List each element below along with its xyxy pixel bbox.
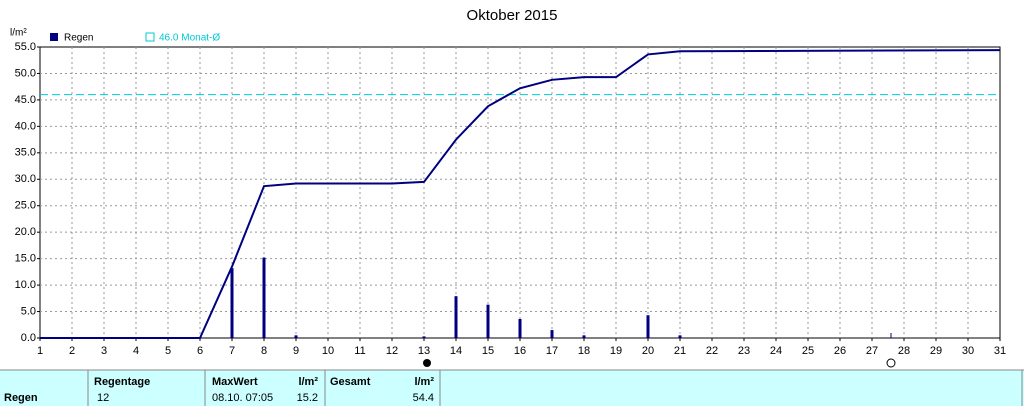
bar <box>294 335 298 338</box>
table-background <box>0 370 1024 406</box>
bar <box>422 336 426 338</box>
table-header: l/m² <box>298 376 318 388</box>
x-tick-label: 14 <box>450 345 462 357</box>
table-cell: 54.4 <box>413 392 434 404</box>
bar <box>646 315 650 338</box>
x-tick-label: 19 <box>610 345 622 357</box>
x-tick-label: 16 <box>514 345 526 357</box>
y-tick-label: 25.0 <box>15 200 36 212</box>
x-tick-label: 2 <box>69 345 75 357</box>
summary-table: Regen Regentage MaxWert l/m² Gesamt l/m²… <box>0 369 1024 406</box>
x-tick-label: 29 <box>930 345 942 357</box>
y-axis-label: l/m² <box>10 28 27 39</box>
y-tick-label: 50.0 <box>15 67 36 79</box>
x-tick-label: 15 <box>482 345 494 357</box>
bar <box>550 330 554 338</box>
x-tick-label: 13 <box>418 345 430 357</box>
x-tick-label: 31 <box>994 345 1006 357</box>
x-tick-label: 1 <box>37 345 43 357</box>
legend-label: Regen <box>64 33 93 44</box>
y-tick-label: 5.0 <box>21 305 36 317</box>
y-tick-label: 45.0 <box>15 94 36 106</box>
x-tick-label: 11 <box>354 345 365 357</box>
y-tick-label: 40.0 <box>15 120 36 132</box>
y-tick-label: 20.0 <box>15 226 36 238</box>
y-tick-label: 10.0 <box>15 279 36 291</box>
bar <box>230 268 234 338</box>
x-tick-label: 6 <box>197 345 203 357</box>
y-tick-label: 35.0 <box>15 147 36 159</box>
cumulative-line <box>40 49 1001 339</box>
y-tick-label: 15.0 <box>15 253 36 265</box>
table-cell: 08.10. 07:05 <box>212 392 273 404</box>
table-cell: 15.2 <box>297 392 318 404</box>
x-tick-label: 8 <box>261 345 267 357</box>
x-tick-label: 22 <box>706 345 718 357</box>
x-tick-label: 5 <box>165 345 171 357</box>
full-moon-icon <box>886 358 896 368</box>
chart-title: Oktober 2015 <box>467 7 558 24</box>
table-header: MaxWert <box>212 376 258 388</box>
bar <box>518 318 522 338</box>
x-tick-label: 3 <box>101 345 107 357</box>
x-tick-label: 28 <box>898 345 910 357</box>
x-tick-label: 4 <box>133 345 139 357</box>
bar <box>678 335 682 338</box>
x-tick-label: 17 <box>546 345 558 357</box>
table-header: Regentage <box>94 376 150 388</box>
table-cell: 12 <box>97 392 109 404</box>
row-label: Regen <box>4 392 38 404</box>
bar <box>582 335 586 338</box>
x-tick-label: 26 <box>834 345 846 357</box>
x-tick-label: 24 <box>770 345 782 357</box>
y-tick-label: 0.0 <box>21 332 36 344</box>
x-tick-label: 10 <box>322 345 334 357</box>
table-header: l/m² <box>414 376 434 388</box>
x-tick-label: 27 <box>866 345 878 357</box>
x-tick-label: 23 <box>738 345 750 357</box>
x-tick-label: 30 <box>962 345 974 357</box>
bar <box>486 304 490 338</box>
bar <box>454 296 458 338</box>
bar <box>262 257 266 338</box>
new-moon-icon <box>423 359 431 367</box>
legend-swatch <box>145 32 155 42</box>
table-header: Gesamt <box>330 376 371 388</box>
x-tick-label: 21 <box>674 345 686 357</box>
x-tick-label: 7 <box>229 345 235 357</box>
legend-swatch <box>50 33 58 41</box>
y-tick-label: 55.0 <box>15 41 36 53</box>
y-tick-label: 30.0 <box>15 173 36 185</box>
x-tick-label: 25 <box>802 345 814 357</box>
legend-label: 46.0 Monat-Ø <box>159 33 220 44</box>
x-tick-label: 18 <box>578 345 590 357</box>
x-tick-label: 12 <box>386 345 398 357</box>
x-tick-label: 9 <box>293 345 299 357</box>
x-tick-label: 20 <box>642 345 654 357</box>
